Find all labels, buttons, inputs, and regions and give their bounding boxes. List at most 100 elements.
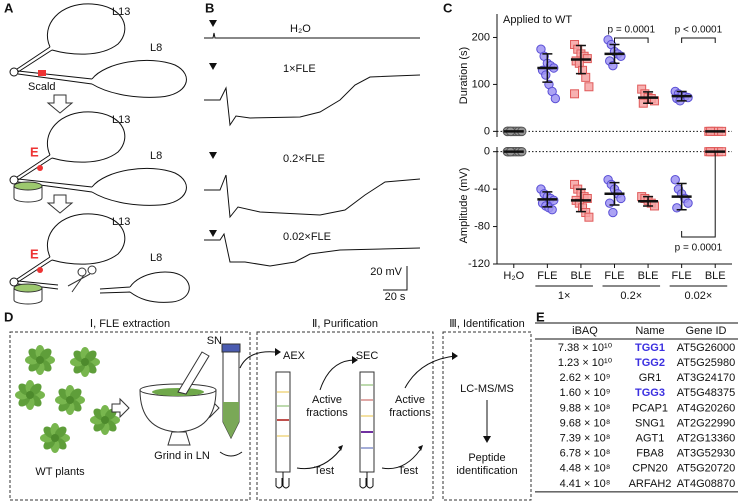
table-cell: 6.78 × 10⁸ (560, 448, 611, 460)
data-point (584, 212, 594, 222)
rosette-center (36, 356, 44, 364)
x-tick-label: FLE (537, 270, 557, 282)
step-label: Active fractions (306, 394, 348, 419)
table-cell: 7.38 × 10¹⁰ (558, 342, 613, 354)
table-cell: AT3G52930 (677, 448, 736, 460)
data-point (672, 203, 682, 213)
table-cell: AT2G13360 (677, 433, 736, 445)
rosette-center (51, 434, 59, 442)
decoration (219, 451, 243, 457)
sec-column (359, 371, 375, 489)
leaf-l13 (16, 213, 126, 283)
table-cell: AT4G20260 (677, 402, 736, 414)
table-cell: AT5G20720 (677, 463, 736, 475)
data-point (541, 70, 551, 80)
step-label: Active fractions (389, 394, 431, 419)
table-cell: 7.39 × 10⁸ (560, 433, 611, 445)
step-label: WT plants (35, 466, 85, 478)
decoration (77, 267, 87, 277)
decoration (177, 351, 210, 395)
table-cell: AT5G26000 (677, 342, 736, 354)
trace (204, 232, 421, 267)
scald-mark (38, 70, 46, 76)
table-cell: TGG1 (635, 342, 665, 354)
scale-label: 20 mV (370, 266, 402, 278)
flow-arrow (239, 351, 276, 369)
table-cell: TGG2 (635, 357, 665, 369)
solution (13, 181, 43, 191)
step-label: Grind in LN (154, 450, 210, 462)
section-title: Ⅱ, Purification (312, 318, 378, 330)
scissors (67, 265, 97, 293)
down-arrow (46, 94, 74, 114)
table-cell: TGG3 (635, 387, 665, 399)
leaf-l13 (16, 3, 126, 73)
data-point (608, 207, 618, 218)
trace (204, 32, 420, 39)
y-tick-label: 100 (472, 78, 490, 90)
y-tick-label: 200 (472, 31, 490, 43)
step-label: SEC (356, 350, 379, 362)
data-point (584, 82, 594, 92)
solution-dish (13, 288, 43, 305)
leaf-l8 (17, 59, 187, 98)
aex-column (275, 371, 291, 489)
leaf-label: L13 (112, 216, 130, 228)
data-point (582, 193, 592, 203)
decoration (359, 472, 374, 489)
panel-letter: E (536, 309, 545, 324)
decoration (359, 371, 375, 473)
data-point (581, 72, 591, 82)
section-title: Ⅰ, FLE extraction (90, 318, 170, 330)
y-tick-label: -120 (468, 258, 490, 270)
group-label: 0.2× (620, 290, 642, 302)
table-cell: AT2G22990 (677, 417, 736, 429)
trace (204, 74, 421, 127)
data-point (670, 175, 680, 185)
x-tick-label: FLE (604, 270, 624, 282)
panel-letter: B (205, 0, 214, 15)
x-tick-label: BLE (705, 270, 726, 282)
arrowhead (483, 436, 491, 443)
table-header: Name (635, 325, 664, 337)
x-tick-label: H₂O (503, 270, 524, 282)
table-cell: AT3G24170 (677, 372, 736, 384)
scale-label: 20 s (385, 291, 406, 303)
p-value: p = 0.0001 (608, 25, 656, 36)
table-cell: GR1 (639, 372, 662, 384)
leaf-l13 (16, 111, 126, 181)
leaf-l8 (17, 167, 187, 206)
section-box (9, 331, 251, 501)
group-label: 1× (558, 290, 571, 302)
data-point (616, 193, 626, 204)
data-point (550, 93, 561, 104)
mortar (139, 351, 217, 446)
significance-bracket (681, 37, 716, 43)
table-cell: ARFAH2 (629, 478, 672, 490)
trace-label: 0.02×FLE (283, 231, 331, 243)
significance-bracket (614, 37, 649, 43)
data-point (605, 198, 615, 208)
panel-letter: A (4, 0, 14, 15)
step-label: Test (314, 465, 334, 477)
electrode (37, 267, 43, 273)
trace-label: 1×FLE (283, 63, 316, 75)
protein-table: iBAQ Name Gene ID 7.38 × 10¹⁰ TGG1 AT5G26000 1… (535, 322, 738, 493)
section-box (442, 331, 532, 501)
trace (204, 174, 421, 219)
table-cell: AT5G25980 (677, 357, 736, 369)
p-value: p < 0.0001 (675, 25, 723, 36)
rosette-center (81, 358, 89, 366)
leaf-label: L8 (150, 42, 162, 54)
table-cell: 1.60 × 10⁹ (560, 387, 611, 399)
leaf-label: L13 (112, 6, 130, 18)
chart-title: Applied to WT (503, 14, 572, 26)
table-header: iBAQ (572, 325, 598, 337)
section-box (256, 331, 434, 501)
trace-label: 0.2×FLE (283, 153, 325, 165)
leaf-step: L13 L8 Scald (9, 3, 187, 98)
y-tick-label: -80 (474, 220, 490, 232)
tube (219, 343, 243, 457)
